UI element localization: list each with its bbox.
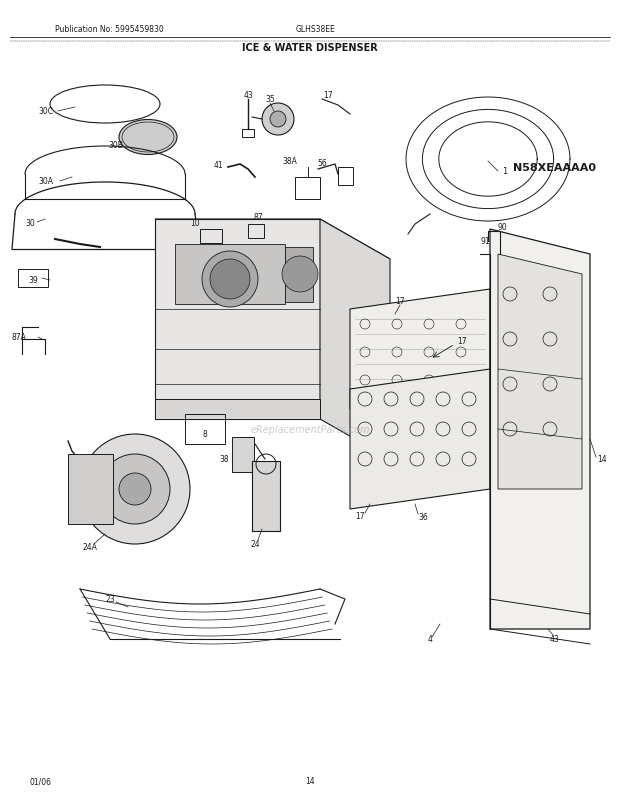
Text: 4: 4 (428, 634, 432, 644)
Text: 30B: 30B (108, 141, 123, 150)
Circle shape (119, 473, 151, 505)
Bar (242, 130, 254, 138)
Text: ICE & WATER DISPENSER: ICE & WATER DISPENSER (242, 43, 378, 53)
Text: 91: 91 (480, 237, 490, 246)
Bar (155, 399, 320, 419)
Bar (285, 248, 313, 302)
Text: 30A: 30A (38, 177, 53, 186)
Bar (248, 225, 264, 239)
Text: eReplacementParts.com: eReplacementParts.com (250, 424, 370, 435)
Text: 01/06: 01/06 (30, 776, 52, 785)
Text: 17: 17 (323, 91, 333, 99)
Bar (18, 269, 48, 288)
Circle shape (100, 455, 170, 525)
Polygon shape (155, 220, 390, 260)
Text: 90: 90 (497, 222, 507, 231)
Text: 41: 41 (213, 160, 223, 169)
Text: 24: 24 (250, 540, 260, 549)
Text: 56: 56 (317, 158, 327, 168)
Bar (232, 437, 254, 472)
Text: 14: 14 (305, 776, 315, 785)
Polygon shape (490, 229, 590, 630)
Bar (252, 461, 280, 532)
Circle shape (282, 257, 318, 293)
Text: 23: 23 (105, 595, 115, 604)
Text: 10: 10 (190, 219, 200, 229)
Text: 1: 1 (502, 168, 508, 176)
Text: 87A: 87A (12, 333, 27, 342)
Polygon shape (155, 220, 320, 419)
Circle shape (202, 252, 258, 308)
Text: Publication No: 5995459830: Publication No: 5995459830 (55, 26, 164, 34)
Bar (295, 178, 320, 200)
Circle shape (270, 111, 286, 128)
Text: 17: 17 (355, 512, 365, 520)
Circle shape (210, 260, 250, 300)
Text: 38A: 38A (283, 157, 298, 166)
Text: N58XEAAAA0: N58XEAAAA0 (513, 163, 596, 172)
Text: 35: 35 (265, 95, 275, 104)
Text: 36: 36 (418, 512, 428, 522)
Bar (68, 455, 113, 525)
Polygon shape (350, 290, 490, 410)
Text: 30: 30 (25, 218, 35, 227)
Text: 30C: 30C (38, 107, 53, 116)
Polygon shape (498, 255, 582, 489)
Bar (175, 245, 285, 305)
Bar (200, 229, 222, 244)
Text: GLHS38EE: GLHS38EE (295, 26, 335, 34)
Text: 43: 43 (550, 634, 560, 644)
Text: 39: 39 (28, 276, 38, 286)
Polygon shape (350, 370, 490, 509)
Text: 24A: 24A (82, 543, 97, 552)
Circle shape (262, 104, 294, 136)
Text: 38: 38 (219, 455, 229, 464)
Text: 87: 87 (253, 213, 263, 222)
Ellipse shape (119, 120, 177, 156)
Text: 43: 43 (243, 91, 253, 99)
Circle shape (80, 435, 190, 545)
Polygon shape (320, 220, 390, 460)
Text: 14: 14 (597, 455, 606, 464)
Bar (338, 168, 353, 186)
Text: 17: 17 (395, 297, 405, 306)
Text: 17: 17 (457, 337, 467, 346)
Bar (185, 415, 225, 444)
Text: 8: 8 (203, 430, 207, 439)
